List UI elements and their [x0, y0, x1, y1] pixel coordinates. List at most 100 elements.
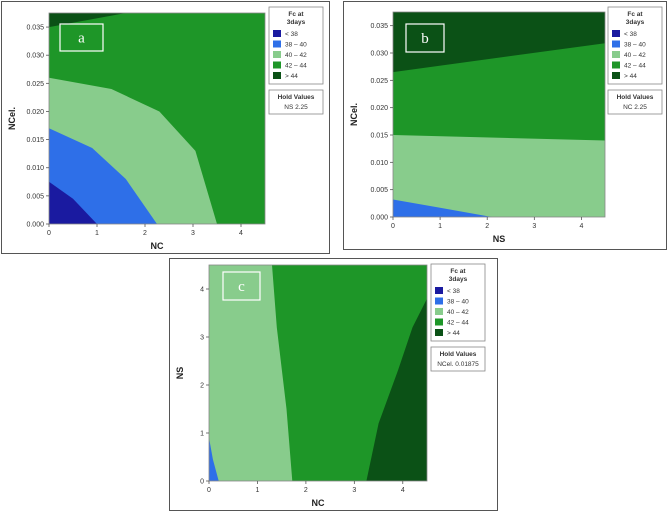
contour-regions	[49, 13, 265, 224]
y-tick-label: 0.005	[26, 193, 44, 200]
legend-swatch	[273, 72, 281, 79]
y-tick-label: 0.035	[370, 23, 388, 30]
legend-swatch	[612, 30, 620, 37]
hold-values-text: NS 2.25	[284, 104, 308, 111]
panel-tag-box	[405, 23, 445, 53]
x-tick-label: 3	[532, 223, 536, 230]
legend-label: 40 – 42	[285, 52, 307, 59]
y-tick-label: 0.000	[370, 215, 388, 222]
y-tick-label: 0.000	[26, 222, 44, 229]
plot-frame	[48, 12, 266, 225]
legend-title: Fc at	[450, 268, 466, 275]
legend-swatch	[435, 329, 443, 336]
y-tick-label: 3	[200, 335, 204, 342]
legend-swatch	[273, 51, 281, 58]
x-tick-label: 4	[579, 223, 583, 230]
x-tick-label: 3	[191, 230, 195, 237]
y-axis-label: NCel.	[7, 107, 17, 130]
legend-label: < 38	[285, 31, 298, 38]
y-tick-label: 0.025	[26, 81, 44, 88]
legend-swatch	[612, 51, 620, 58]
y-tick-label: 0.005	[370, 187, 388, 194]
contour-plot-b: 0 1 2 3 4 0.000 0.005 0.010 0.015 0.020 0.025 0.030…	[349, 6, 663, 244]
legend-swatch	[435, 308, 443, 315]
x-axis-label: NC	[151, 241, 164, 251]
y-tick-label: 4	[200, 287, 204, 294]
y-tick-label: 2	[200, 383, 204, 390]
legend-label: 42 – 44	[285, 63, 307, 70]
legend-label: 40 – 42	[624, 52, 646, 59]
legend-swatch	[612, 72, 620, 79]
y-tick-label: 0.015	[370, 133, 388, 140]
legend-label: 42 – 44	[624, 63, 646, 70]
hold-values-title: Hold Values	[278, 94, 315, 101]
legend-title: Fc at	[288, 11, 304, 18]
y-tick-label: 0.030	[26, 53, 44, 60]
panel-tag-label: a	[78, 31, 85, 47]
y-tick-label: 0.015	[26, 137, 44, 144]
plot-frame	[392, 11, 606, 218]
legend-title-line2: 3days	[287, 19, 306, 26]
contour-region-2	[393, 135, 605, 217]
contour-plot-a: 0 1 2 3 4 0.000 0.005 0.010 0.015 0.020 0.025 0.030…	[7, 6, 324, 251]
x-axis-label: NS	[493, 234, 506, 244]
contour-region-3	[49, 128, 157, 224]
x-tick-label: 4	[401, 487, 405, 494]
legend-swatch	[273, 40, 281, 48]
y-axis-label: NS	[175, 367, 185, 380]
legend-label: < 38	[624, 31, 637, 38]
x-tick-label: 3	[352, 487, 356, 494]
legend-swatch	[435, 318, 443, 326]
legend-swatch	[273, 30, 281, 37]
x-tick-label: 0	[391, 223, 395, 230]
x-axis-label: NC	[312, 498, 325, 508]
x-tick-label: 4	[239, 230, 243, 237]
panel-tag-box	[59, 23, 104, 52]
x-tick-label: 0	[47, 230, 51, 237]
legend-title: Fc at	[627, 11, 643, 18]
legend-label: 38 – 40	[447, 299, 469, 306]
hold-values-box	[268, 89, 324, 115]
y-tick-label: 0.035	[26, 25, 44, 32]
x-tick-label: 1	[255, 487, 259, 494]
x-tick-label: 0	[207, 487, 211, 494]
contour-panel-a: 0 1 2 3 4 0.000 0.005 0.010 0.015 0.020 0.025 0.030…	[1, 1, 330, 254]
legend-swatch	[612, 40, 620, 48]
legend-label: > 44	[285, 73, 298, 80]
legend-label: 38 – 40	[624, 42, 646, 49]
legend-title-line2: 3days	[626, 19, 645, 26]
hold-values-title: Hold Values	[440, 351, 477, 358]
legend-swatch	[273, 61, 281, 69]
legend-label: 40 – 42	[447, 309, 469, 316]
hold-values-text: NCel. 0.01875	[437, 361, 479, 368]
legend-label: > 44	[624, 73, 637, 80]
x-tick-label: 2	[143, 230, 147, 237]
legend-title-line2: 3days	[449, 276, 468, 283]
legend-label: < 38	[447, 288, 460, 295]
x-tick-label: 1	[438, 223, 442, 230]
contour-region-3	[393, 199, 492, 217]
plot-frame	[208, 264, 428, 482]
y-tick-label: 0.010	[26, 165, 44, 172]
legend-swatch	[435, 297, 443, 305]
panel-tag-label: b	[421, 31, 429, 47]
y-tick-label: 0.020	[370, 105, 388, 112]
contour-region-4	[49, 181, 97, 224]
hold-values-title: Hold Values	[617, 94, 654, 101]
contour-panel-b: 0 1 2 3 4 0.000 0.005 0.010 0.015 0.020 0.025 0.030…	[343, 1, 667, 250]
legend-label: 42 – 44	[447, 320, 469, 327]
hold-values-box	[430, 346, 486, 372]
y-tick-label: 1	[200, 431, 204, 438]
y-axis-label: NCel.	[349, 103, 359, 126]
x-tick-label: 2	[485, 223, 489, 230]
hold-values-box	[607, 89, 663, 115]
y-tick-label: 0.025	[370, 78, 388, 85]
legend-label: > 44	[447, 330, 460, 337]
panel-tag-label: c	[238, 279, 245, 295]
contour-regions	[393, 12, 605, 217]
contour-regions	[209, 265, 427, 481]
legend-swatch	[612, 61, 620, 69]
x-tick-label: 2	[304, 487, 308, 494]
contour-region-3	[209, 437, 219, 481]
